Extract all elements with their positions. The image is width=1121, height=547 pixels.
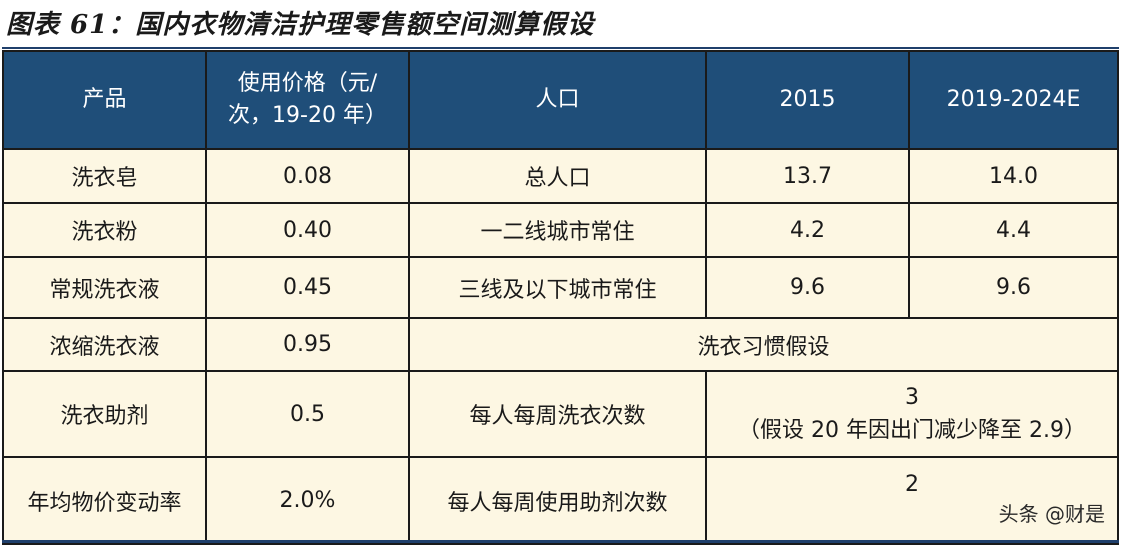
habit-value-cell: 2 xyxy=(705,456,1119,545)
value-2015-cell: 4.2 xyxy=(705,202,910,258)
population-item-cell: 一二线城市常住 xyxy=(408,202,707,258)
value-forecast-cell: 14.0 xyxy=(908,148,1119,204)
habit-value-main: 3 xyxy=(905,385,919,410)
habit-section-header: 洗衣习惯假设 xyxy=(408,317,1119,372)
value-2015-cell: 9.6 xyxy=(705,256,910,319)
product-cell: 洗衣助剂 xyxy=(2,370,207,458)
product-cell: 洗衣粉 xyxy=(2,202,207,258)
habit-value-cell: 3 （假设 20 年因出门减少降至 2.9） xyxy=(705,370,1119,458)
table-row: 常规洗衣液 0.45 三线及以下城市常住 9.6 9.6 xyxy=(2,256,1119,319)
product-cell: 浓缩洗衣液 xyxy=(2,317,207,372)
table-row: 洗衣助剂 0.5 每人每周洗衣次数 3 （假设 20 年因出门减少降至 2.9） xyxy=(2,370,1119,458)
header-forecast: 2019-2024E xyxy=(908,50,1119,150)
table-row: 洗衣皂 0.08 总人口 13.7 14.0 xyxy=(2,148,1119,204)
habit-value-main: 2 xyxy=(905,472,919,497)
habit-item-cell: 每人每周使用助剂次数 xyxy=(408,456,707,545)
table-row: 浓缩洗衣液 0.95 洗衣习惯假设 xyxy=(2,317,1119,372)
header-price: 使用价格（元/ 次，19-20 年） xyxy=(205,50,410,150)
price-cell: 0.95 xyxy=(205,317,410,372)
price-cell: 0.5 xyxy=(205,370,410,458)
price-cell: 0.45 xyxy=(205,256,410,319)
figure-title: 图表 61：国内衣物清洁护理零售额空间测算假设 xyxy=(6,10,595,40)
header-product: 产品 xyxy=(2,50,207,150)
assumption-table: 产品 使用价格（元/ 次，19-20 年） 人口 2015 2019-2024E… xyxy=(2,50,1119,545)
value-forecast-cell: 4.4 xyxy=(908,202,1119,258)
header-price-line2: 次，19-20 年） xyxy=(228,103,387,128)
population-item-cell: 总人口 xyxy=(408,148,707,204)
header-2015: 2015 xyxy=(705,50,910,150)
habit-value-note: （假设 20 年因出门减少降至 2.9） xyxy=(738,418,1086,443)
watermark-text: 头条 @财是 xyxy=(998,502,1105,526)
header-price-line1: 使用价格（元/ xyxy=(237,71,378,97)
value-forecast-cell: 9.6 xyxy=(908,256,1119,319)
table-header-row: 产品 使用价格（元/ 次，19-20 年） 人口 2015 2019-2024E xyxy=(2,50,1119,150)
price-cell: 0.08 xyxy=(205,148,410,204)
value-2015-cell: 13.7 xyxy=(705,148,910,204)
table-row: 年均物价变动率 2.0% 每人每周使用助剂次数 2 xyxy=(2,456,1119,545)
price-cell: 0.40 xyxy=(205,202,410,258)
table-row: 洗衣粉 0.40 一二线城市常住 4.2 4.4 xyxy=(2,202,1119,258)
product-cell: 年均物价变动率 xyxy=(2,456,207,545)
product-cell: 常规洗衣液 xyxy=(2,256,207,319)
price-cell: 2.0% xyxy=(205,456,410,545)
header-population: 人口 xyxy=(408,50,707,150)
habit-item-cell: 每人每周洗衣次数 xyxy=(408,370,707,458)
title-divider xyxy=(2,47,1119,49)
bottom-divider xyxy=(2,540,1119,543)
population-item-cell: 三线及以下城市常住 xyxy=(408,256,707,319)
product-cell: 洗衣皂 xyxy=(2,148,207,204)
